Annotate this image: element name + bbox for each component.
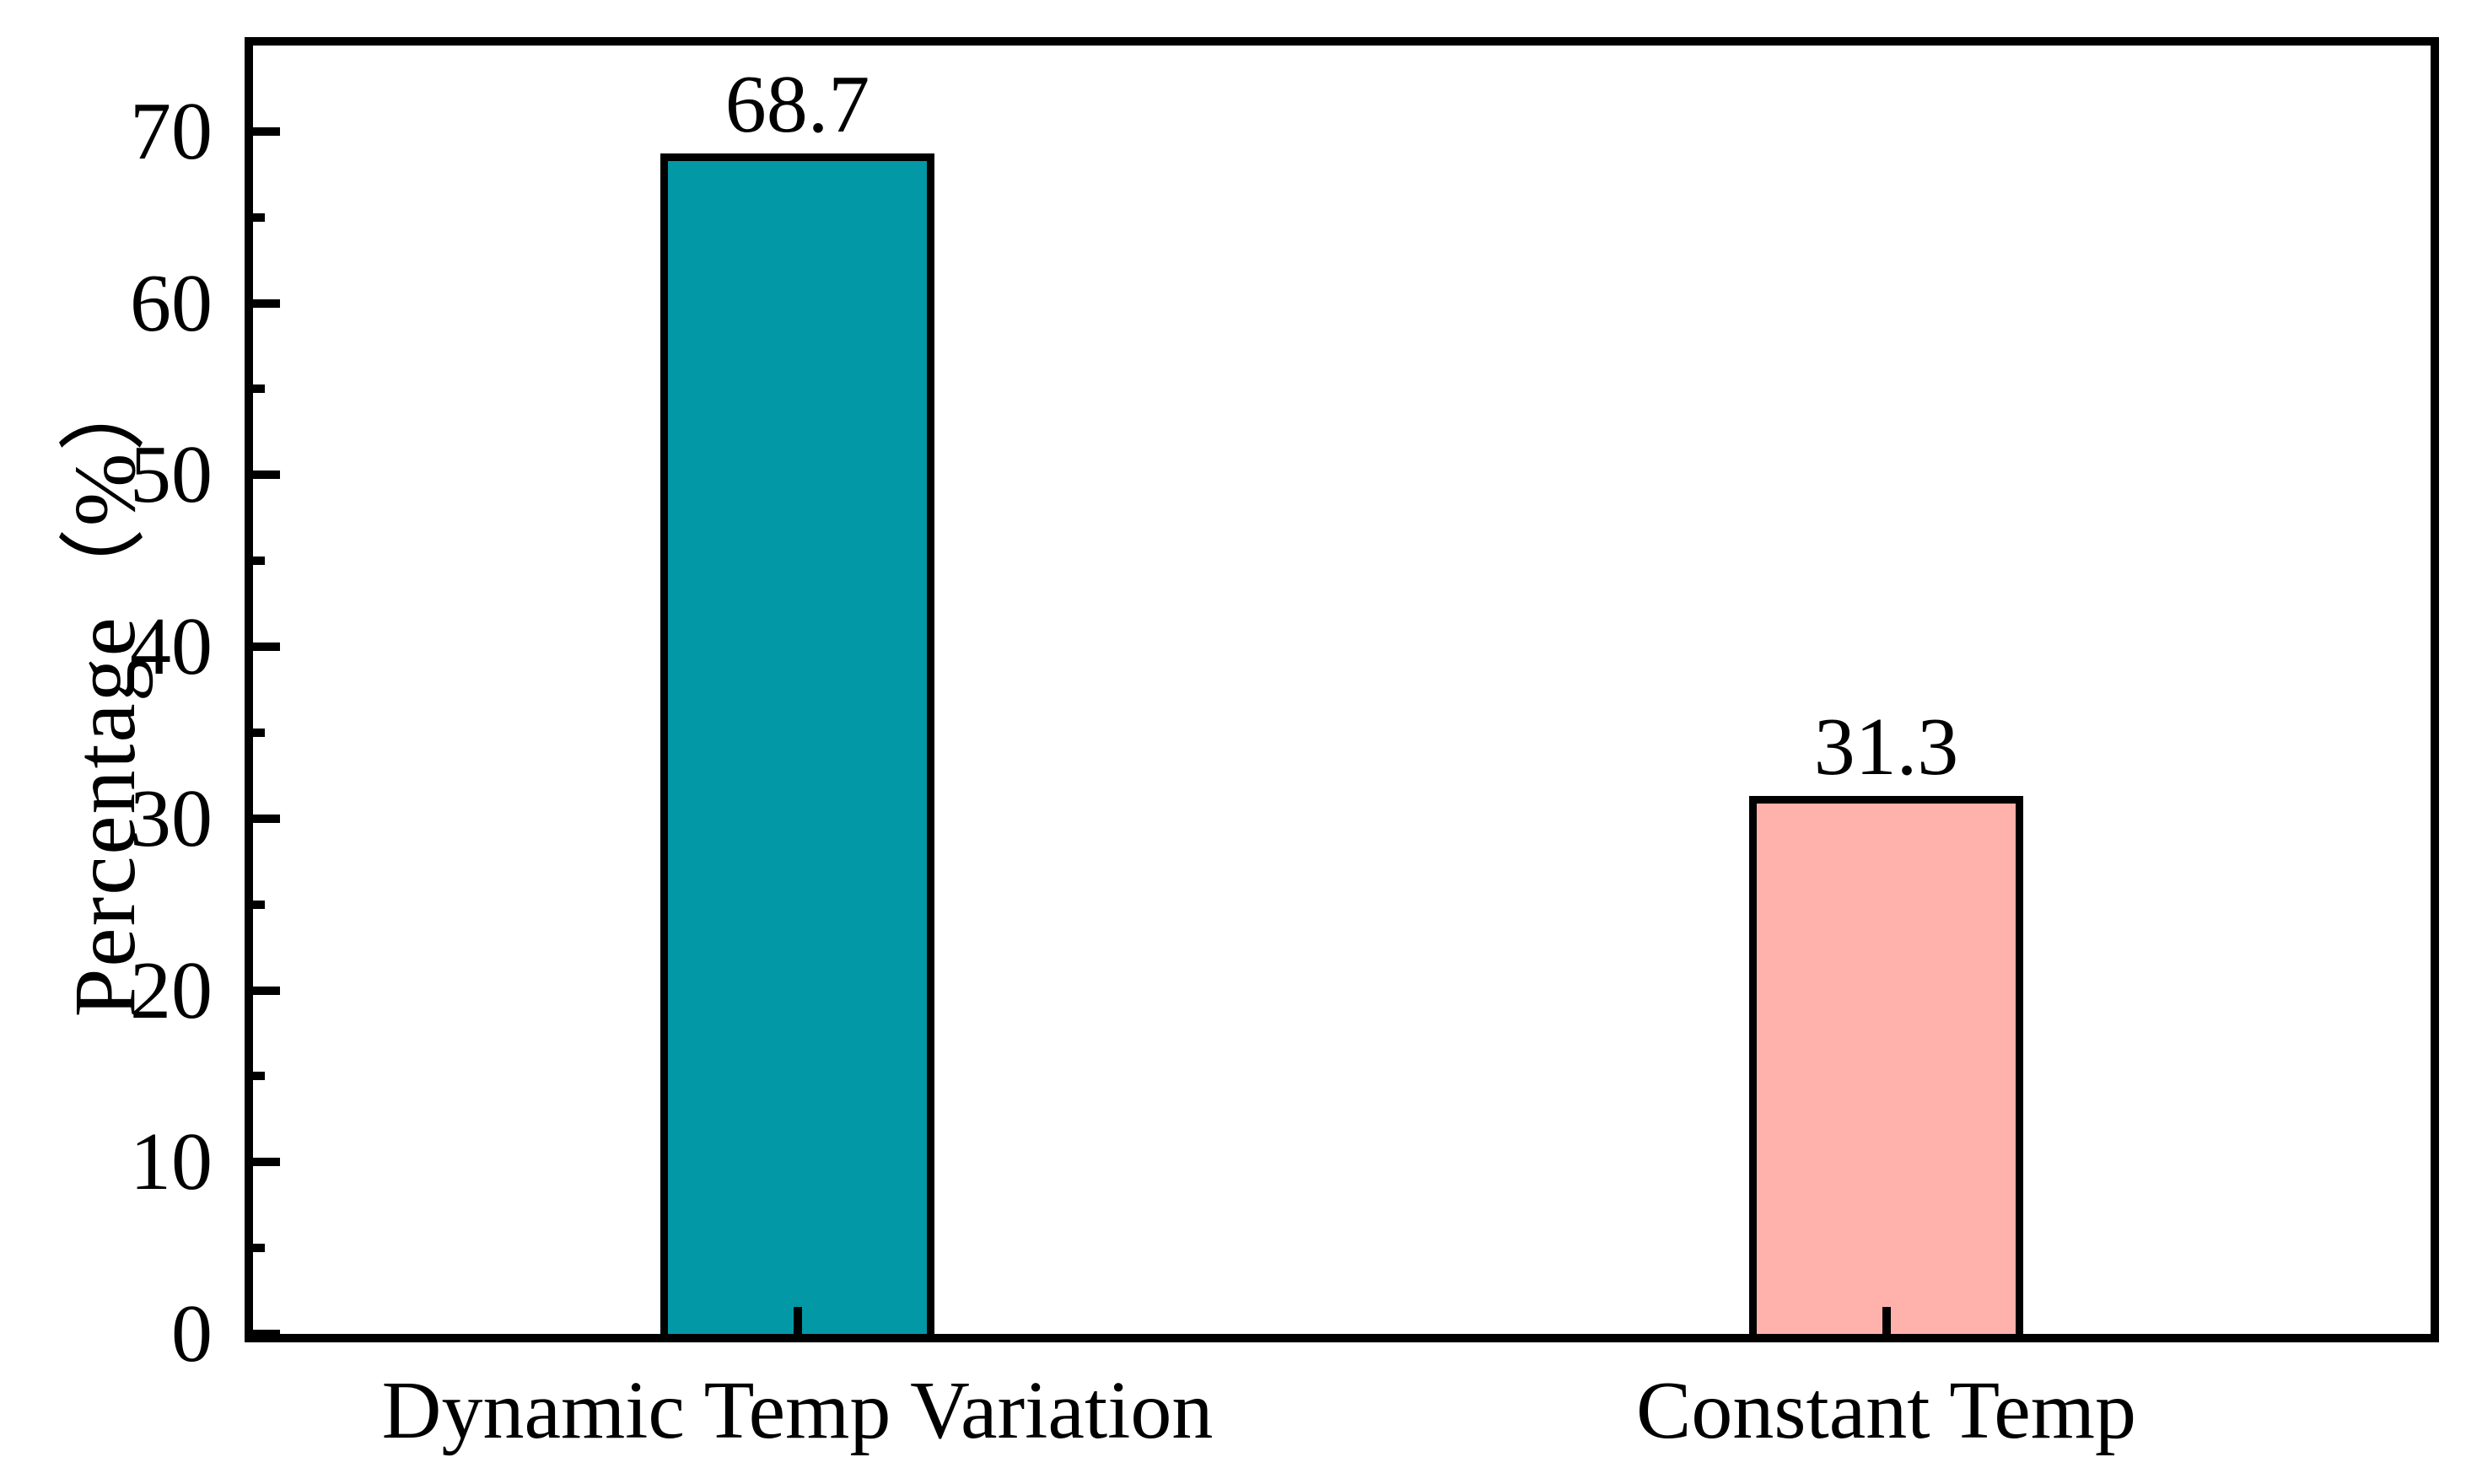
bar-2	[1749, 796, 2023, 1334]
bar-value-label: 31.3	[1813, 702, 1959, 793]
y-axis-minor-tick	[253, 900, 265, 909]
y-axis-minor-tick	[253, 1244, 265, 1253]
y-axis-minor-tick	[253, 556, 265, 566]
y-tick-label: 50	[130, 429, 213, 521]
y-tick-label: 30	[130, 772, 213, 864]
y-axis-major-tick	[253, 643, 280, 652]
y-axis-minor-tick	[253, 212, 265, 222]
y-axis-minor-tick	[253, 728, 265, 737]
x-axis-tick	[793, 1307, 802, 1334]
bar-1	[660, 153, 934, 1334]
y-tick-label: 20	[130, 944, 213, 1036]
y-axis-major-tick	[253, 470, 280, 480]
y-tick-label: 40	[130, 601, 213, 693]
plot-area: 68.7 31.3	[245, 37, 2439, 1342]
y-tick-label: 0	[171, 1288, 213, 1379]
y-axis-major-tick	[253, 1158, 280, 1167]
y-axis-major-tick	[253, 814, 280, 823]
y-axis-major-tick	[253, 1330, 280, 1338]
y-axis-minor-tick	[253, 1072, 265, 1081]
y-axis-minor-tick	[253, 384, 265, 394]
y-tick-label: 60	[130, 257, 213, 349]
x-axis-tick	[1882, 1307, 1891, 1334]
bar-value-label: 68.7	[724, 59, 870, 151]
y-axis-major-tick	[253, 298, 280, 308]
y-axis-major-tick	[253, 126, 280, 136]
y-tick-label: 10	[130, 1116, 213, 1208]
x-category-label: Dynamic Temp Variation	[381, 1365, 1214, 1456]
x-category-label: Constant Temp	[1636, 1365, 2136, 1456]
y-axis-major-tick	[253, 986, 280, 995]
y-tick-label: 70	[130, 85, 213, 177]
